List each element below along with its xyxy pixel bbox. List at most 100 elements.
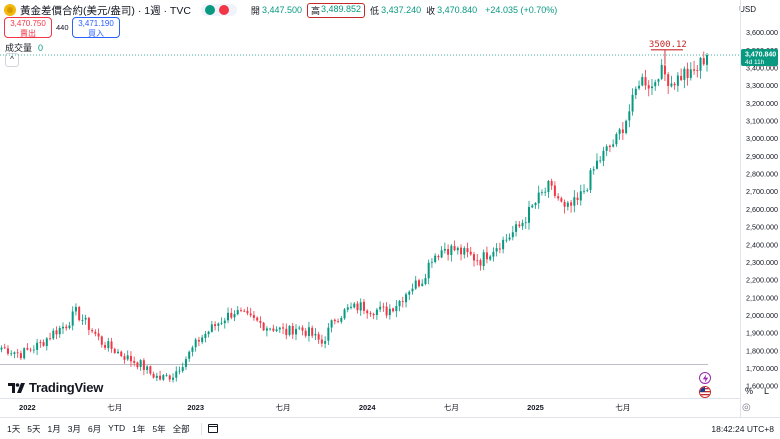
- candle: [278, 326, 281, 333]
- price-tag-box: [741, 49, 778, 67]
- candle: [424, 273, 427, 286]
- candle: [531, 203, 534, 209]
- buy-button[interactable]: 3,471.190 買入: [72, 17, 120, 38]
- candle-body: [372, 314, 375, 316]
- range-button[interactable]: 6月: [87, 423, 102, 434]
- candle-body: [482, 252, 485, 266]
- candle: [243, 308, 246, 313]
- range-button[interactable]: 5天: [27, 423, 41, 434]
- candle: [482, 249, 485, 271]
- flag-icon[interactable]: [699, 386, 711, 398]
- candle-body: [152, 373, 155, 378]
- candle: [39, 339, 42, 348]
- y-tick-label: 3,400.000: [746, 64, 778, 73]
- candle-body: [472, 254, 475, 261]
- percent-scale-button[interactable]: %: [745, 386, 754, 396]
- legend-buttons[interactable]: [200, 4, 237, 16]
- calendar-icon[interactable]: [207, 424, 218, 433]
- candle-body: [460, 247, 463, 255]
- candle: [518, 221, 521, 228]
- candle: [236, 306, 239, 316]
- candle-body: [91, 330, 94, 332]
- candle: [401, 296, 404, 308]
- candle-body: [586, 190, 589, 192]
- candle-body: [353, 303, 356, 308]
- candle: [563, 199, 566, 214]
- candle: [576, 192, 579, 205]
- high-value: 3,489.852: [321, 3, 362, 14]
- candle: [220, 317, 223, 326]
- candle-body: [246, 310, 249, 314]
- candle: [340, 315, 343, 324]
- candle-body: [304, 330, 307, 336]
- symbol-title[interactable]: 黃金差價合約(美元/盎司) · 1週 · TVC: [20, 4, 191, 17]
- candle: [136, 361, 139, 370]
- candle: [440, 246, 443, 259]
- candle: [249, 307, 252, 318]
- candle: [654, 79, 657, 91]
- candle-body: [392, 308, 395, 312]
- market-open-icon[interactable]: [204, 5, 215, 15]
- range-button[interactable]: 全部: [172, 423, 190, 434]
- candle: [628, 104, 631, 128]
- candle-body: [120, 351, 123, 357]
- candle: [479, 258, 482, 271]
- candle-body: [657, 79, 660, 82]
- candle-body: [126, 355, 129, 360]
- candle-body: [469, 251, 472, 255]
- range-button[interactable]: 5年: [152, 423, 166, 434]
- candle: [55, 326, 58, 340]
- candle-body: [537, 192, 540, 204]
- y-tick-label: 2,800.000: [746, 170, 778, 179]
- candle-body: [625, 120, 628, 134]
- candle: [680, 68, 683, 82]
- candle-body: [424, 278, 427, 284]
- candle: [417, 278, 420, 288]
- lightning-icon[interactable]: [699, 372, 711, 384]
- candle: [557, 193, 560, 201]
- range-button[interactable]: 1天: [7, 423, 21, 434]
- y-tick-label: 3,000.000: [746, 134, 778, 143]
- collapse-legend-button[interactable]: ^: [5, 53, 19, 67]
- candle: [269, 327, 272, 331]
- candle: [6, 345, 9, 356]
- candle: [307, 321, 310, 342]
- candle-body: [495, 248, 498, 252]
- range-button[interactable]: 1年: [132, 423, 146, 434]
- range-button[interactable]: YTD: [108, 422, 126, 433]
- market-status-icon[interactable]: [218, 5, 229, 15]
- candle: [540, 189, 543, 196]
- candle: [304, 328, 307, 338]
- currency-label[interactable]: USD: [739, 5, 756, 14]
- sell-button[interactable]: 3,470.750 賣出: [4, 17, 52, 38]
- candle-body: [162, 375, 165, 380]
- range-button[interactable]: 3月: [67, 423, 81, 434]
- candle: [599, 156, 602, 164]
- candle: [149, 365, 152, 376]
- candle: [618, 127, 621, 140]
- candle-body: [123, 356, 126, 360]
- clock[interactable]: 18:42:24 UTC+8: [711, 423, 774, 434]
- y-tick-label: 3,200.000: [746, 99, 778, 108]
- candle-body: [320, 339, 323, 344]
- candle-body: [676, 75, 679, 86]
- spread-value: 440: [56, 23, 69, 32]
- candle: [165, 373, 168, 377]
- y-tick-label: 1,600.000: [746, 382, 778, 391]
- candle: [405, 292, 408, 308]
- candle: [492, 247, 495, 262]
- log-scale-button[interactable]: L: [764, 386, 770, 396]
- candle: [288, 325, 291, 337]
- goto-settings-icon[interactable]: ◎: [742, 402, 751, 413]
- candle-body: [136, 362, 139, 368]
- candle: [553, 181, 556, 199]
- candle-body: [531, 205, 534, 208]
- candle: [498, 242, 501, 254]
- candle-body: [307, 327, 310, 336]
- candle-body: [566, 202, 569, 207]
- range-button[interactable]: 1月: [47, 423, 61, 434]
- candle: [19, 350, 22, 360]
- candle: [421, 279, 424, 287]
- candle-body: [117, 351, 120, 354]
